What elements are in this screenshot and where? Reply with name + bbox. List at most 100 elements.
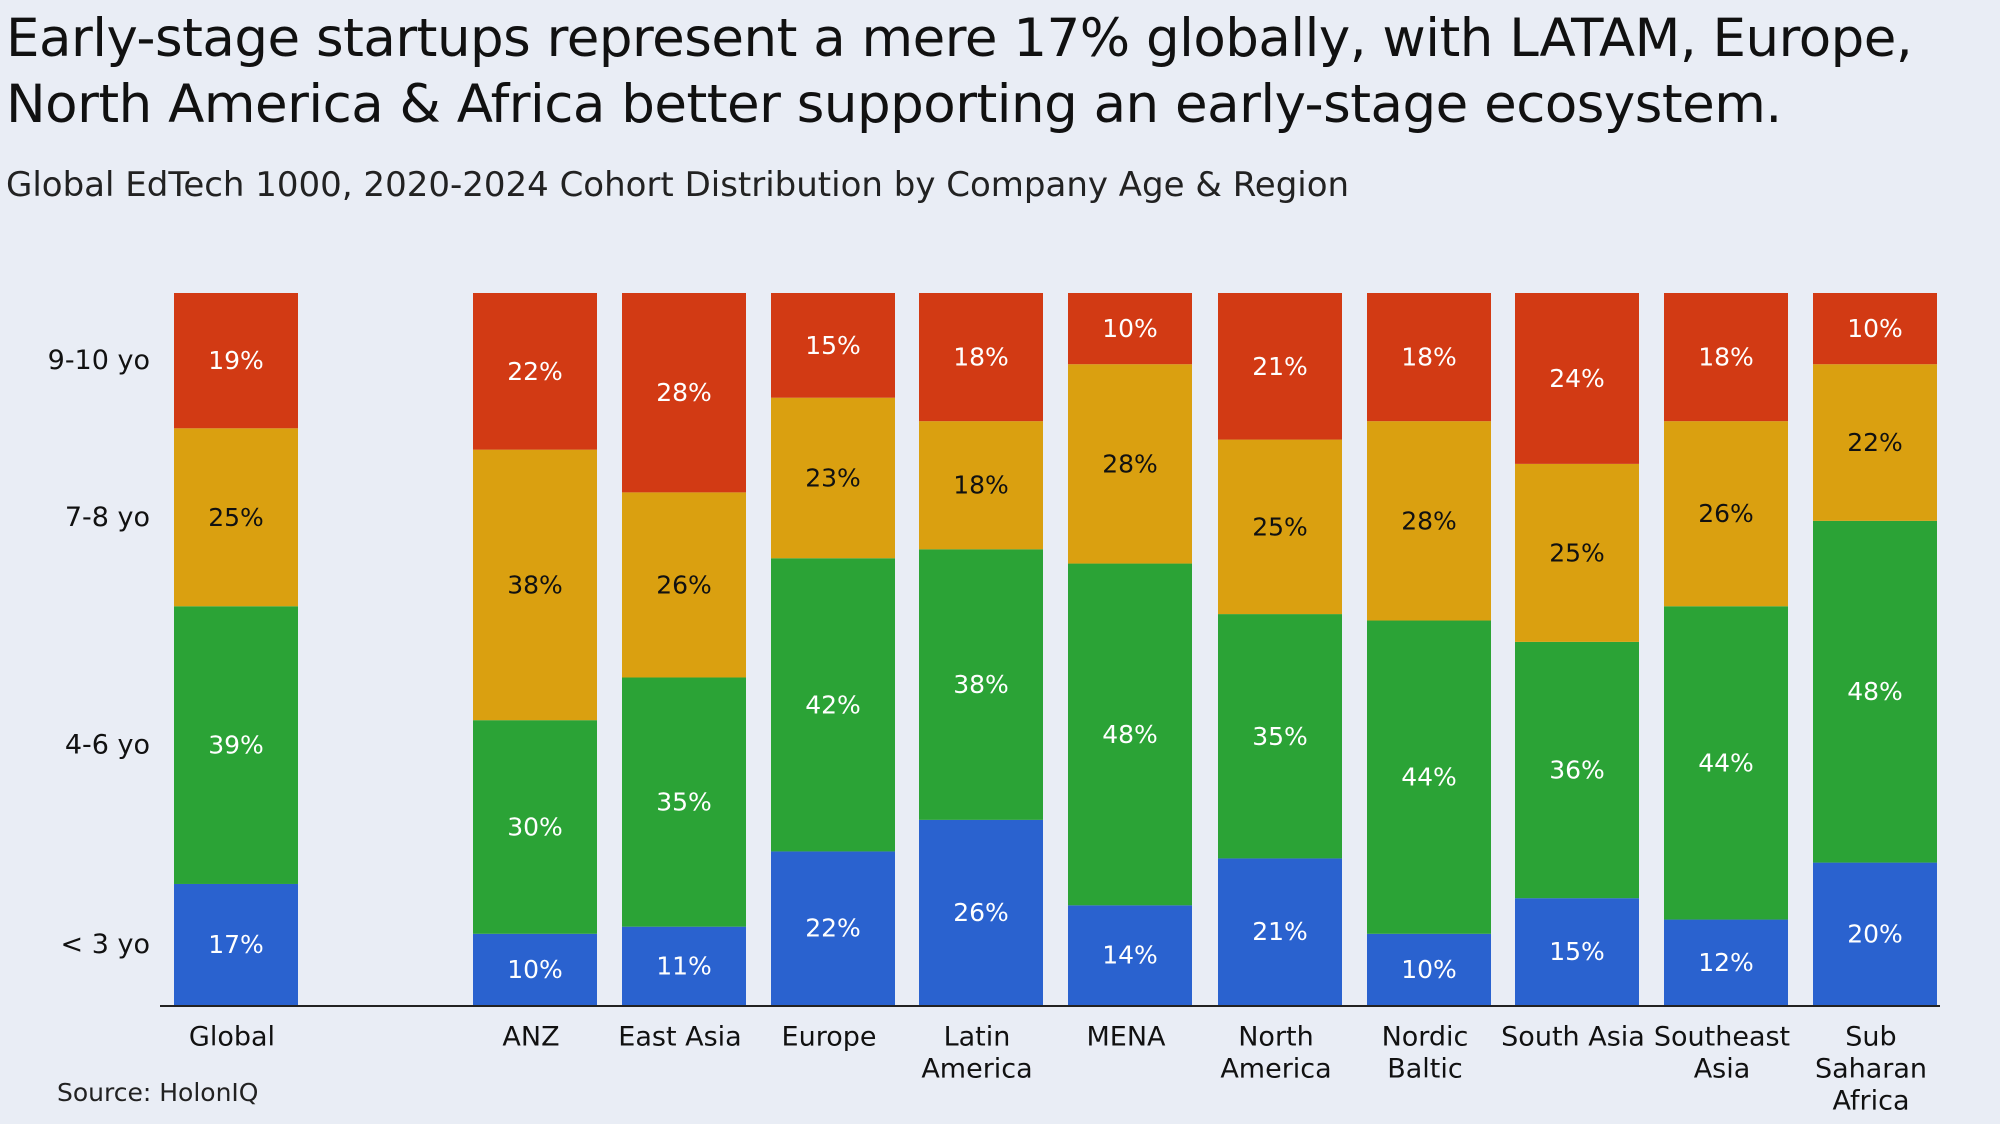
bar-north-america-9-10-yo bbox=[1218, 293, 1342, 440]
category-label-global: Global bbox=[189, 1022, 275, 1053]
data-label-east-asia-9-10-yo: 28% bbox=[656, 378, 712, 407]
data-label-north-america-4-6-yo: 35% bbox=[1252, 722, 1308, 751]
bar-southeast-asia-3-yo bbox=[1664, 919, 1788, 1005]
category-label-sub-saharan-africa-line-1: Sub bbox=[1845, 1022, 1896, 1053]
data-label-europe-3-yo: 22% bbox=[805, 914, 861, 943]
data-label-east-asia-3-yo: 11% bbox=[656, 951, 712, 980]
category-label-sub-saharan-africa-line-3: Africa bbox=[1832, 1086, 1909, 1117]
bar-south-asia-3-yo bbox=[1515, 898, 1639, 1005]
data-label-europe-4-6-yo: 42% bbox=[805, 690, 861, 719]
category-label-sub-saharan-africa-line-2: Saharan bbox=[1815, 1054, 1927, 1085]
category-label-nordic-baltic-line-2: Baltic bbox=[1387, 1054, 1463, 1085]
data-label-mena-4-6-yo: 48% bbox=[1102, 720, 1158, 749]
data-label-southeast-asia-3-yo: 12% bbox=[1698, 948, 1754, 977]
category-label-mena: MENA bbox=[1086, 1022, 1166, 1053]
bar-anz-3-yo bbox=[473, 933, 597, 1005]
data-label-nordic-baltic-3-yo: 10% bbox=[1401, 955, 1457, 984]
category-label-latin-america-line-1: Latin bbox=[944, 1022, 1011, 1053]
bar-north-america-7-8-yo bbox=[1218, 439, 1342, 615]
bar-east-asia-3-yo bbox=[622, 926, 746, 1005]
data-label-mena-3-yo: 14% bbox=[1102, 941, 1158, 970]
data-label-sub-saharan-africa-9-10-yo: 10% bbox=[1847, 314, 1903, 343]
bar-global-4-6-yo bbox=[174, 606, 298, 884]
data-label-latin-america-4-6-yo: 38% bbox=[953, 670, 1009, 699]
data-label-mena-9-10-yo: 10% bbox=[1102, 314, 1158, 343]
data-label-nordic-baltic-7-8-yo: 28% bbox=[1401, 506, 1457, 535]
bar-nordic-baltic-3-yo bbox=[1367, 933, 1491, 1005]
source-note: Source: HolonIQ bbox=[57, 1078, 259, 1107]
bar-global-7-8-yo bbox=[174, 428, 298, 607]
category-label-east-asia: East Asia bbox=[618, 1022, 741, 1053]
category-label-southeast-asia-line-1: Southeast bbox=[1654, 1022, 1790, 1053]
bar-latin-america-4-6-yo bbox=[919, 549, 1043, 820]
data-label-europe-9-10-yo: 15% bbox=[805, 331, 861, 360]
data-label-global-9-10-yo: 19% bbox=[208, 346, 264, 375]
bar-global-3-yo bbox=[174, 883, 298, 1005]
bar-south-asia-9-10-yo bbox=[1515, 293, 1639, 464]
bar-mena-9-10-yo bbox=[1068, 293, 1192, 365]
chart-title: Early-stage startups represent a mere 17… bbox=[6, 8, 1913, 135]
bar-anz-7-8-yo bbox=[473, 449, 597, 721]
chart-subtitle: Global EdTech 1000, 2020-2024 Cohort Dis… bbox=[6, 165, 1350, 205]
bar-southeast-asia-4-6-yo bbox=[1664, 606, 1788, 920]
bar-latin-america-3-yo bbox=[919, 819, 1043, 1005]
bar-east-asia-7-8-yo bbox=[622, 492, 746, 678]
data-label-global-3-yo: 17% bbox=[208, 930, 264, 959]
bar-south-asia-4-6-yo bbox=[1515, 641, 1639, 899]
y-axis-label-3-yo: < 3 yo bbox=[61, 929, 150, 960]
category-label-southeast-asia-line-2: Asia bbox=[1694, 1054, 1751, 1085]
bar-latin-america-7-8-yo bbox=[919, 421, 1043, 550]
data-label-sub-saharan-africa-4-6-yo: 48% bbox=[1847, 677, 1903, 706]
bar-anz-9-10-yo bbox=[473, 293, 597, 450]
data-label-east-asia-4-6-yo: 35% bbox=[656, 788, 712, 817]
bar-mena-4-6-yo bbox=[1068, 563, 1192, 906]
data-label-global-4-6-yo: 39% bbox=[208, 731, 264, 760]
y-axis-label-4-6-yo: 4-6 yo bbox=[65, 730, 150, 761]
data-label-southeast-asia-4-6-yo: 44% bbox=[1698, 748, 1754, 777]
bar-europe-4-6-yo bbox=[771, 558, 895, 852]
category-label-north-america-line-2: America bbox=[1220, 1054, 1331, 1085]
bar-south-asia-7-8-yo bbox=[1515, 463, 1639, 642]
data-label-anz-7-8-yo: 38% bbox=[507, 570, 563, 599]
bar-north-america-3-yo bbox=[1218, 858, 1342, 1005]
bar-mena-3-yo bbox=[1068, 905, 1192, 1005]
bar-east-asia-9-10-yo bbox=[622, 293, 746, 493]
bar-anz-4-6-yo bbox=[473, 720, 597, 934]
y-axis-label-9-10-yo: 9-10 yo bbox=[48, 345, 150, 376]
data-label-south-asia-4-6-yo: 36% bbox=[1549, 756, 1605, 785]
data-label-north-america-9-10-yo: 21% bbox=[1252, 352, 1308, 381]
category-label-nordic-baltic-line-1: Nordic bbox=[1382, 1022, 1469, 1053]
category-label-north-america-line-1: North bbox=[1238, 1022, 1314, 1053]
data-label-nordic-baltic-9-10-yo: 18% bbox=[1401, 343, 1457, 372]
bar-nordic-baltic-9-10-yo bbox=[1367, 293, 1491, 422]
data-label-global-7-8-yo: 25% bbox=[208, 503, 264, 532]
bar-europe-9-10-yo bbox=[771, 293, 895, 398]
data-label-sub-saharan-africa-7-8-yo: 22% bbox=[1847, 428, 1903, 457]
bar-latin-america-9-10-yo bbox=[919, 293, 1043, 422]
data-label-sub-saharan-africa-3-yo: 20% bbox=[1847, 919, 1903, 948]
bar-mena-7-8-yo bbox=[1068, 364, 1192, 564]
category-label-europe: Europe bbox=[782, 1022, 877, 1053]
bar-north-america-4-6-yo bbox=[1218, 614, 1342, 859]
bar-sub-saharan-africa-3-yo bbox=[1813, 862, 1937, 1005]
data-label-north-america-3-yo: 21% bbox=[1252, 917, 1308, 946]
data-label-mena-7-8-yo: 28% bbox=[1102, 449, 1158, 478]
data-label-southeast-asia-7-8-yo: 26% bbox=[1698, 499, 1754, 528]
bar-europe-7-8-yo bbox=[771, 397, 895, 559]
bar-sub-saharan-africa-9-10-yo bbox=[1813, 293, 1937, 365]
data-label-anz-9-10-yo: 22% bbox=[507, 357, 563, 386]
data-label-south-asia-3-yo: 15% bbox=[1549, 937, 1605, 966]
bar-nordic-baltic-4-6-yo bbox=[1367, 620, 1491, 934]
bar-nordic-baltic-7-8-yo bbox=[1367, 421, 1491, 621]
data-label-east-asia-7-8-yo: 26% bbox=[656, 570, 712, 599]
y-axis-label-7-8-yo: 7-8 yo bbox=[65, 502, 150, 533]
data-label-latin-america-9-10-yo: 18% bbox=[953, 343, 1009, 372]
data-label-southeast-asia-9-10-yo: 18% bbox=[1698, 343, 1754, 372]
data-label-south-asia-9-10-yo: 24% bbox=[1549, 364, 1605, 393]
bar-global-9-10-yo bbox=[174, 293, 298, 429]
data-label-europe-7-8-yo: 23% bbox=[805, 463, 861, 492]
category-label-south-asia: South Asia bbox=[1501, 1022, 1645, 1053]
bar-southeast-asia-9-10-yo bbox=[1664, 293, 1788, 422]
bar-east-asia-4-6-yo bbox=[622, 677, 746, 927]
data-label-anz-3-yo: 10% bbox=[507, 955, 563, 984]
